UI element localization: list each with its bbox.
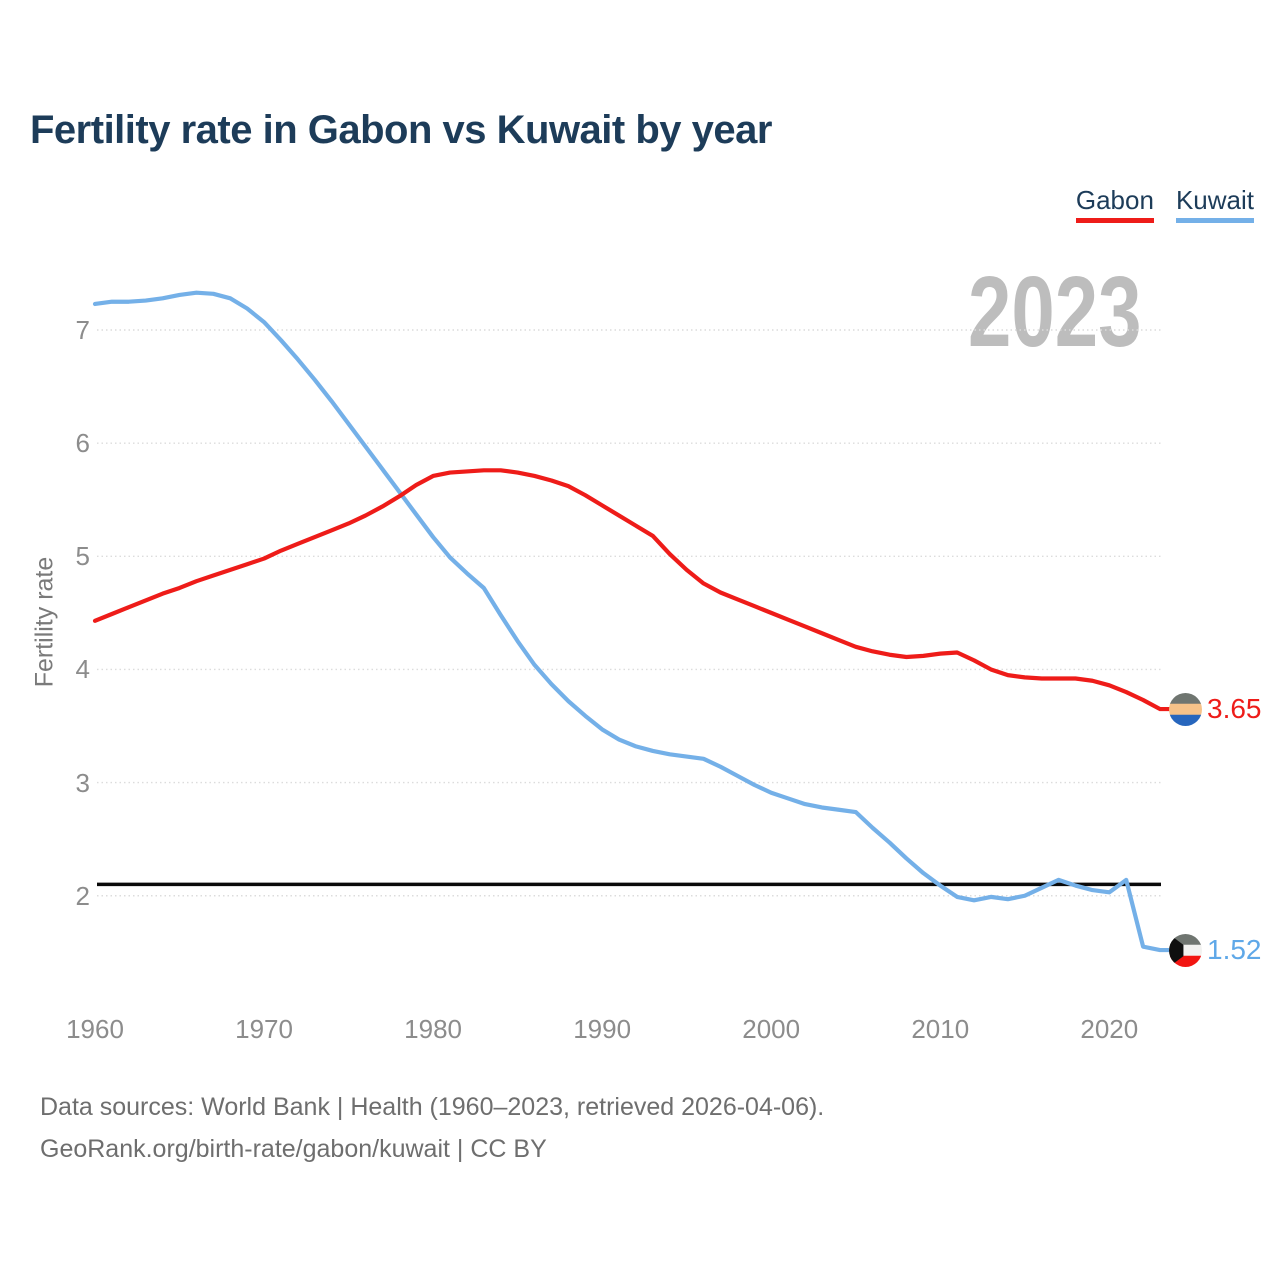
legend-item-gabon[interactable]: Gabon [1075, 185, 1154, 223]
x-tick-label: 1970 [235, 1014, 293, 1044]
x-tick-label: 2010 [911, 1014, 970, 1044]
legend-label-kuwait: Kuwait [1175, 185, 1254, 215]
page-title: Fertility rate in Gabon vs Kuwait by yea… [30, 108, 772, 152]
x-tick-label: 1990 [573, 1014, 632, 1044]
footer: Data sources: World Bank | Health (1960–… [40, 1086, 824, 1170]
kuwait-end-value: 1.52 [1207, 934, 1262, 966]
footer-line-2: GeoRank.org/birth-rate/gabon/kuwait | CC… [40, 1135, 547, 1163]
legend-item-kuwait[interactable]: Kuwait [1175, 185, 1254, 223]
kuwait-line [92, 290, 1173, 953]
y-tick-label: 2 [75, 880, 90, 911]
footer-line-1: Data sources: World Bank | Health (1960–… [40, 1093, 825, 1121]
x-tick-label: 1980 [404, 1014, 463, 1044]
year-badge: 2023 [967, 256, 1141, 368]
y-tick-label: 3 [75, 767, 90, 798]
gabon-end-label: 3.65 [1169, 688, 1262, 730]
y-tick-label: 4 [75, 654, 90, 685]
gabon-end-value: 3.65 [1207, 693, 1262, 725]
x-tick-label: 2000 [742, 1014, 801, 1044]
x-tick-label: 1960 [66, 1014, 124, 1044]
legend-label-gabon: Gabon [1075, 185, 1154, 215]
kuwait-flag-icon [1169, 933, 1202, 967]
gabon-line [92, 468, 1173, 712]
y-tick-label: 5 [75, 541, 90, 572]
y-tick-label: 7 [75, 315, 90, 345]
x-tick-label: 2020 [1080, 1014, 1139, 1044]
kuwait-end-label: 1.52 [1169, 929, 1262, 971]
legend: Gabon Kuwait [1075, 185, 1254, 223]
gabon-flag-icon [1169, 692, 1202, 726]
y-tick-label: 6 [75, 428, 90, 459]
